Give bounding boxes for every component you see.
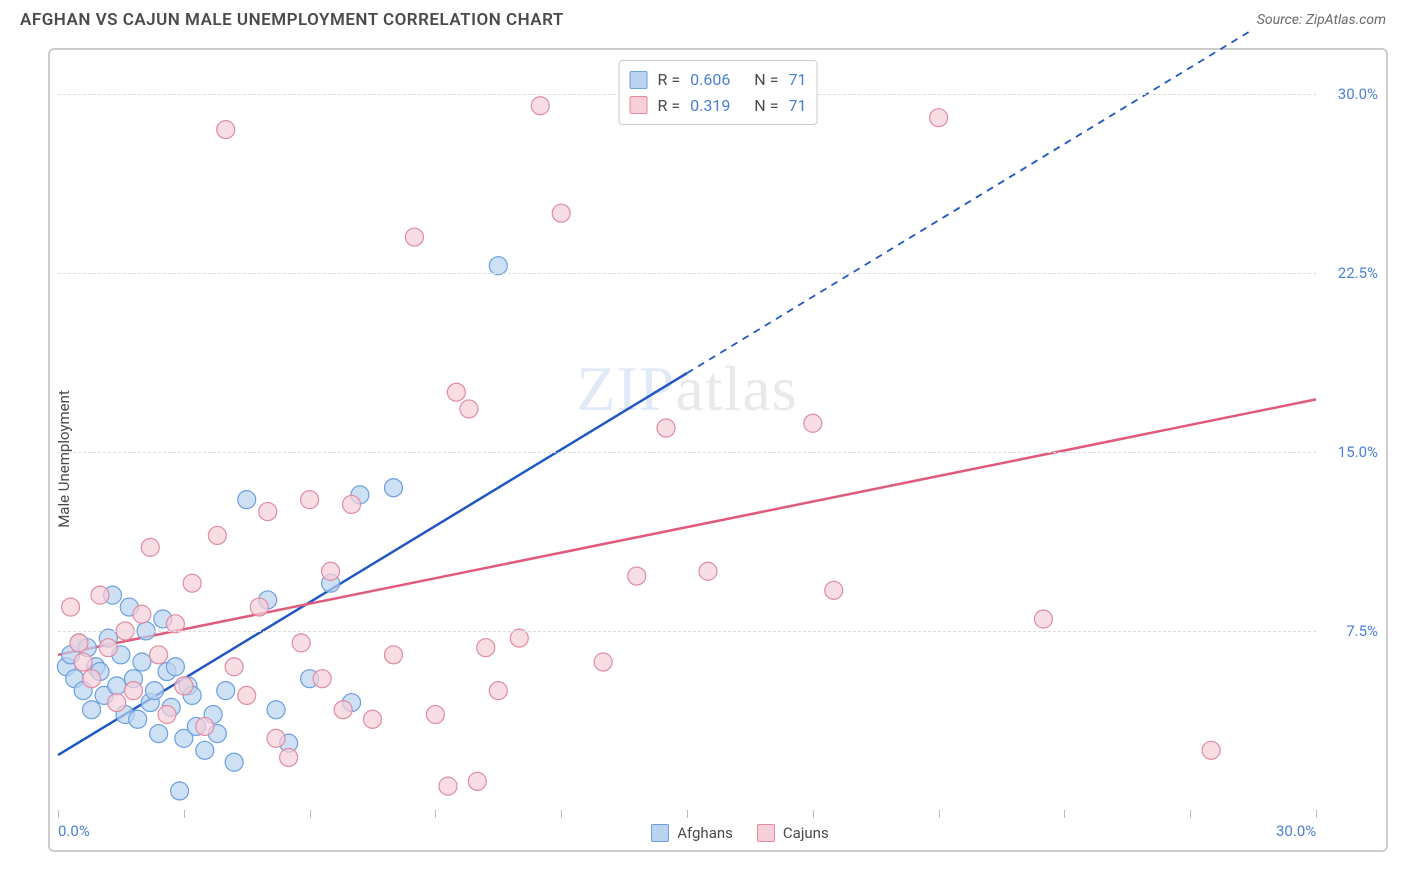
plot-area: ZIPatlas 7.5%15.0%22.5%30.0%0.0%30.0% (58, 58, 1316, 810)
chart-header: AFGHAN VS CAJUN MALE UNEMPLOYMENT CORREL… (0, 0, 1406, 38)
legend-row-afghans: R = 0.606 N = 71 (630, 67, 807, 93)
n-value-cajuns: 71 (788, 93, 806, 119)
swatch-afghans (630, 71, 648, 89)
chart-frame: Male Unemployment ZIPatlas 7.5%15.0%22.5… (48, 48, 1388, 852)
plot-svg (58, 58, 1316, 810)
r-value-cajuns: 0.319 (690, 93, 730, 119)
r-value-afghans: 0.606 (690, 67, 730, 93)
correlation-legend: R = 0.606 N = 71 R = 0.319 N = 71 (619, 60, 818, 125)
y-tick-label: 22.5% (1338, 264, 1378, 282)
swatch-cajuns (630, 96, 648, 114)
y-tick-label: 7.5% (1346, 622, 1378, 640)
chart-title: AFGHAN VS CAJUN MALE UNEMPLOYMENT CORREL… (20, 10, 564, 30)
legend-item-afghans: Afghans (651, 824, 733, 842)
source-attribution: Source: ZipAtlas.com (1257, 12, 1386, 28)
n-value-afghans: 71 (788, 67, 806, 93)
y-tick-label: 15.0% (1338, 443, 1378, 461)
swatch-afghans-bottom (651, 824, 669, 842)
series-legend: Afghans Cajuns (651, 824, 829, 842)
legend-item-cajuns: Cajuns (757, 824, 829, 842)
x-tick-label: 30.0% (1276, 822, 1316, 840)
x-tick-label: 0.0% (58, 822, 90, 840)
swatch-cajuns-bottom (757, 824, 775, 842)
legend-row-cajuns: R = 0.319 N = 71 (630, 93, 807, 119)
y-tick-label: 30.0% (1338, 85, 1378, 103)
